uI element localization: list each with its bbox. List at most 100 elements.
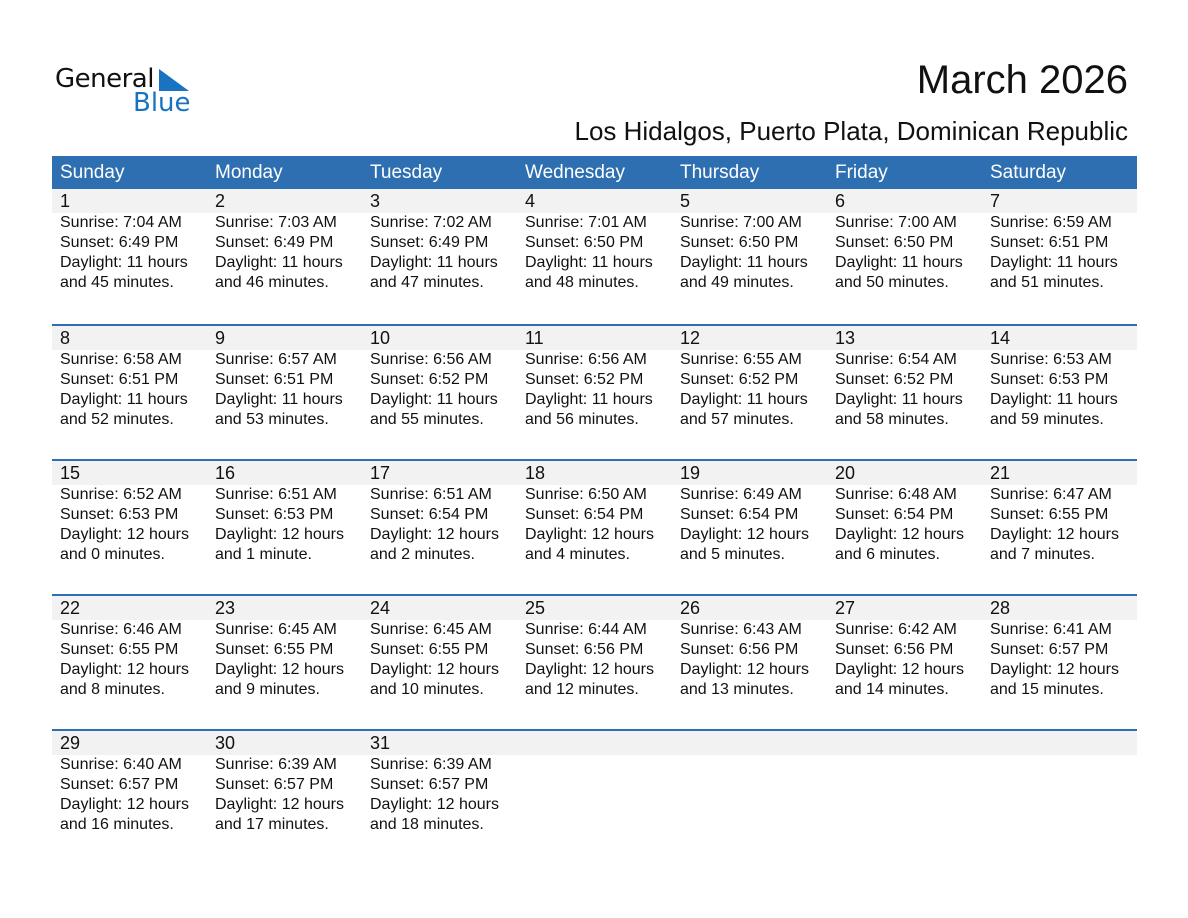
sunset-text: Sunset: 6:56 PM [525, 641, 644, 658]
day-number: 28 [990, 598, 1011, 618]
daylight-minutes-text: and 50 minutes. [835, 274, 949, 291]
daylight-text: Daylight: 12 hours [60, 526, 189, 543]
daylight-text: Daylight: 11 hours [680, 391, 808, 408]
sunset-text: Sunset: 6:52 PM [525, 371, 644, 388]
day-cell: 26 Sunrise: 6:43 AM Sunset: 6:56 PM Dayligh… [672, 596, 827, 729]
sunrise-text: Sunrise: 7:03 AM [215, 214, 337, 231]
day-number: 7 [990, 191, 1001, 211]
sunrise-text: Sunrise: 6:56 AM [525, 351, 647, 368]
sunset-text: Sunset: 6:50 PM [525, 234, 644, 251]
weekday-tuesday: Tuesday [370, 162, 443, 183]
weekday-wednesday: Wednesday [525, 162, 625, 183]
day-number: 6 [835, 191, 846, 211]
daylight-minutes-text: and 2 minutes. [370, 546, 475, 563]
daylight-minutes-text: and 47 minutes. [370, 274, 484, 291]
day-cell: 23 Sunrise: 6:45 AM Sunset: 6:55 PM Dayligh… [207, 596, 362, 729]
sunrise-text: Sunrise: 6:54 AM [835, 351, 957, 368]
sunset-text: Sunset: 6:55 PM [990, 506, 1109, 523]
sunrise-text: Sunrise: 6:39 AM [370, 756, 492, 773]
weekday-header: Sunday Monday Tuesday Wednesday Thursday Frid… [52, 156, 1137, 189]
sunrise-text: Sunrise: 6:51 AM [215, 486, 337, 503]
daylight-minutes-text: and 53 minutes. [215, 411, 329, 428]
daylight-text: Daylight: 12 hours [370, 796, 499, 813]
day-cell: 27 Sunrise: 6:42 AM Sunset: 6:56 PM Dayligh… [827, 596, 982, 729]
sunset-text: Sunset: 6:53 PM [60, 506, 179, 523]
sunrise-text: Sunrise: 6:56 AM [370, 351, 492, 368]
daylight-minutes-text: and 0 minutes. [60, 546, 165, 563]
day-cell: 28 Sunrise: 6:41 AM Sunset: 6:57 PM Dayligh… [982, 596, 1137, 729]
day-number: 16 [215, 463, 236, 483]
daylight-minutes-text: and 17 minutes. [215, 816, 329, 833]
daylight-text: Daylight: 11 hours [215, 254, 343, 271]
daylight-minutes-text: and 59 minutes. [990, 411, 1104, 428]
day-cell: 21 Sunrise: 6:47 AM Sunset: 6:55 PM Dayligh… [982, 461, 1137, 594]
day-cell: 30 Sunrise: 6:39 AM Sunset: 6:57 PM Dayligh… [207, 731, 362, 864]
sunrise-text: Sunrise: 6:47 AM [990, 486, 1112, 503]
day-cell: 25 Sunrise: 6:44 AM Sunset: 6:56 PM Dayligh… [517, 596, 672, 729]
logo-text-general: General [55, 64, 154, 94]
daylight-minutes-text: and 12 minutes. [525, 681, 639, 698]
day-cell [672, 731, 827, 864]
day-cell [517, 731, 672, 864]
sunrise-text: Sunrise: 7:04 AM [60, 214, 182, 231]
daylight-minutes-text: and 9 minutes. [215, 681, 320, 698]
sunset-text: Sunset: 6:51 PM [215, 371, 334, 388]
day-cell: 7 Sunrise: 6:59 AM Sunset: 6:51 PM Daylight… [982, 189, 1137, 324]
sunrise-text: Sunrise: 7:00 AM [680, 214, 802, 231]
daylight-text: Daylight: 12 hours [60, 661, 189, 678]
weekday-friday: Friday [835, 162, 888, 183]
sunset-text: Sunset: 6:49 PM [370, 234, 489, 251]
daylight-minutes-text: and 46 minutes. [215, 274, 329, 291]
sunrise-text: Sunrise: 6:40 AM [60, 756, 182, 773]
day-cell: 6 Sunrise: 7:00 AM Sunset: 6:50 PM Daylight… [827, 189, 982, 324]
daylight-text: Daylight: 11 hours [680, 254, 808, 271]
daylight-minutes-text: and 4 minutes. [525, 546, 630, 563]
sunset-text: Sunset: 6:50 PM [680, 234, 799, 251]
day-cell: 18 Sunrise: 6:50 AM Sunset: 6:54 PM Dayligh… [517, 461, 672, 594]
day-number: 8 [60, 328, 71, 348]
sunset-text: Sunset: 6:57 PM [370, 776, 489, 793]
sunset-text: Sunset: 6:55 PM [215, 641, 334, 658]
day-cell: 10 Sunrise: 6:56 AM Sunset: 6:52 PM Dayligh… [362, 326, 517, 459]
daylight-minutes-text: and 1 minute. [215, 546, 312, 563]
day-cell: 5 Sunrise: 7:00 AM Sunset: 6:50 PM Daylight… [672, 189, 827, 324]
daylight-text: Daylight: 12 hours [835, 526, 964, 543]
day-number: 21 [990, 463, 1011, 483]
logo-text-blue: Blue [133, 88, 191, 118]
day-cell: 24 Sunrise: 6:45 AM Sunset: 6:55 PM Dayligh… [362, 596, 517, 729]
sunrise-text: Sunrise: 6:39 AM [215, 756, 337, 773]
daylight-text: Daylight: 12 hours [215, 661, 344, 678]
sunset-text: Sunset: 6:52 PM [835, 371, 954, 388]
daylight-text: Daylight: 12 hours [215, 796, 344, 813]
sunrise-text: Sunrise: 6:45 AM [215, 621, 337, 638]
daylight-text: Daylight: 11 hours [370, 254, 498, 271]
day-cell: 15 Sunrise: 6:52 AM Sunset: 6:53 PM Dayligh… [52, 461, 207, 594]
day-cell: 9 Sunrise: 6:57 AM Sunset: 6:51 PM Daylight… [207, 326, 362, 459]
daylight-minutes-text: and 16 minutes. [60, 816, 174, 833]
day-number: 22 [60, 598, 81, 618]
weekday-monday: Monday [215, 162, 283, 183]
calendar: Sunday Monday Tuesday Wednesday Thursday Frid… [52, 156, 1137, 864]
sunrise-text: Sunrise: 6:59 AM [990, 214, 1112, 231]
logo: General Blue [55, 64, 195, 120]
daylight-text: Daylight: 12 hours [60, 796, 189, 813]
day-cell: 20 Sunrise: 6:48 AM Sunset: 6:54 PM Dayligh… [827, 461, 982, 594]
daylight-text: Daylight: 12 hours [680, 661, 809, 678]
day-number: 19 [680, 463, 701, 483]
daylight-text: Daylight: 11 hours [990, 254, 1118, 271]
sunrise-text: Sunrise: 6:58 AM [60, 351, 182, 368]
sunset-text: Sunset: 6:56 PM [680, 641, 799, 658]
daylight-text: Daylight: 11 hours [525, 254, 653, 271]
sunrise-text: Sunrise: 6:49 AM [680, 486, 802, 503]
daylight-minutes-text: and 18 minutes. [370, 816, 484, 833]
daylight-text: Daylight: 11 hours [835, 391, 963, 408]
day-cell [827, 731, 982, 864]
day-number: 23 [215, 598, 236, 618]
daylight-text: Daylight: 12 hours [525, 661, 654, 678]
daylight-minutes-text: and 57 minutes. [680, 411, 794, 428]
weekday-sunday: Sunday [60, 162, 125, 183]
sunset-text: Sunset: 6:54 PM [525, 506, 644, 523]
day-number: 18 [525, 463, 546, 483]
day-number: 20 [835, 463, 856, 483]
sunset-text: Sunset: 6:53 PM [215, 506, 334, 523]
